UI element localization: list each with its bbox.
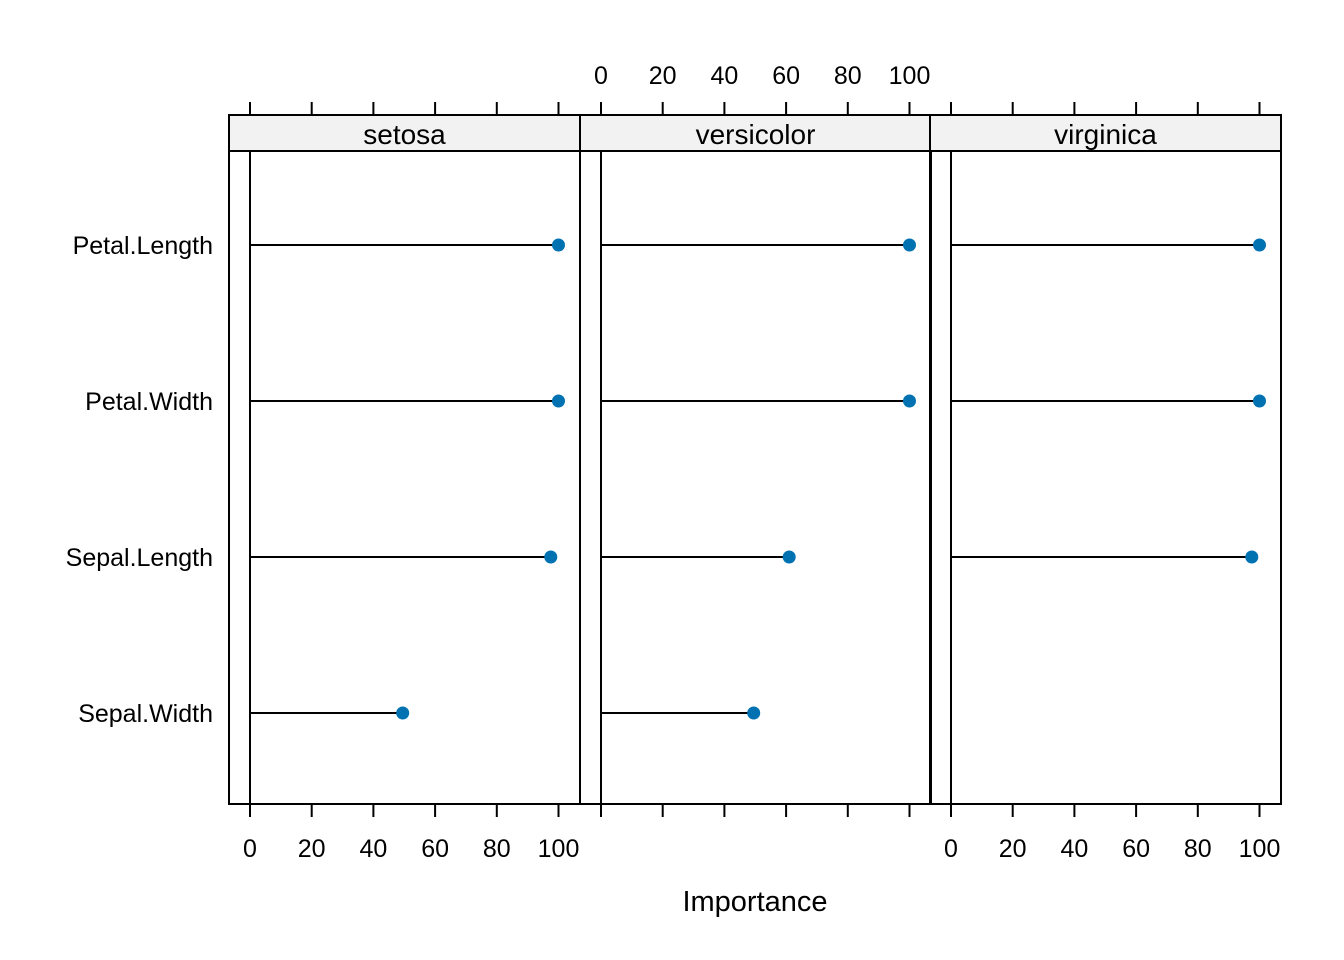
x-tick-label-top: 40 <box>710 62 738 90</box>
x-tick-label-bottom: 20 <box>298 835 326 863</box>
panel-strip-label: versicolor <box>696 119 816 150</box>
panel-frame <box>929 150 1282 805</box>
importance-point <box>1245 550 1259 564</box>
importance-point <box>396 706 410 720</box>
y-tick-label: Petal.Width <box>85 388 213 416</box>
x-tick-label-bottom: 80 <box>483 835 511 863</box>
importance-point <box>544 550 558 564</box>
panel-frame <box>579 150 932 805</box>
x-tick-label-top: 20 <box>649 62 677 90</box>
x-tick-label-bottom: 20 <box>999 835 1027 863</box>
x-tick-label-top: 100 <box>889 62 931 90</box>
panels-layer: Petal.Length Petal.Width Sepal.Length Sepal… <box>66 62 1282 863</box>
importance-point <box>903 394 916 408</box>
x-tick-label-bottom: 60 <box>421 835 449 863</box>
x-tick-label-top: 60 <box>772 62 800 90</box>
x-tick-label-top: 80 <box>834 62 862 90</box>
importance-point <box>782 550 796 564</box>
x-tick-label-bottom: 40 <box>1060 835 1088 863</box>
y-tick-label: Sepal.Length <box>66 544 213 572</box>
x-tick-label-top: 0 <box>594 62 608 90</box>
x-tick-label-bottom: 60 <box>1122 835 1150 863</box>
x-tick-label-bottom: 80 <box>1184 835 1212 863</box>
x-tick-label-bottom: 0 <box>944 835 958 863</box>
x-tick-label-bottom: 0 <box>243 835 257 863</box>
x-tick-label-bottom: 100 <box>538 835 580 863</box>
x-tick-label-bottom: 40 <box>359 835 387 863</box>
panel-frame <box>228 150 581 805</box>
y-tick-label: Sepal.Width <box>78 700 213 728</box>
panel-strip-label: setosa <box>363 119 446 150</box>
importance-point <box>747 706 761 720</box>
x-tick-label-bottom: 100 <box>1239 835 1281 863</box>
importance-point <box>552 238 565 252</box>
y-tick-label: Petal.Length <box>73 232 213 260</box>
x-axis-label: Importance <box>682 886 827 918</box>
importance-point <box>1253 394 1266 408</box>
importance-point <box>903 238 916 252</box>
panel-strip-label: virginica <box>1054 119 1157 150</box>
importance-point <box>1253 238 1266 252</box>
importance-point <box>552 394 565 408</box>
panel-strip <box>228 114 581 152</box>
